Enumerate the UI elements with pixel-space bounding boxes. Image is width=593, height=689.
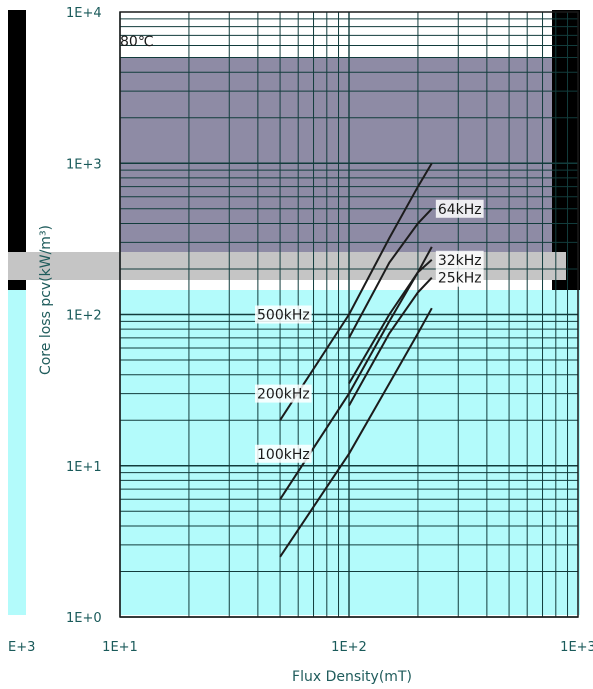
y-tick-label: 1E+4	[66, 6, 102, 21]
curve-labels: 25kHz 32kHz 64kHz 100kHz 200kHz 500kHz	[255, 199, 484, 463]
curve-label-bg	[255, 384, 312, 403]
curve-64khz	[348, 208, 433, 339]
curve-label-500khz: 500kHz	[257, 308, 310, 324]
curve-200khz	[279, 246, 433, 500]
curve-25khz	[348, 277, 433, 407]
curve-label-bg	[435, 250, 484, 269]
curve-label-25khz: 25kHz	[438, 271, 482, 287]
y-tick-label: 1E+0	[66, 611, 102, 626]
plot-band-purple	[120, 57, 552, 252]
y-tick-label: 1E+3	[66, 157, 102, 172]
curve-label-bg	[255, 444, 312, 463]
curve-label-bg	[435, 199, 484, 218]
curves	[279, 162, 433, 558]
curve-label-bg	[255, 305, 312, 324]
x-axis-title: Flux Density(mT)	[292, 669, 412, 685]
left-cyan-strip	[8, 290, 26, 615]
curve-label-32khz: 32kHz	[438, 253, 482, 269]
curve-100khz	[279, 307, 433, 558]
temperature-label: 80℃	[120, 34, 154, 50]
x-tick-label: 1E+3	[560, 640, 593, 655]
curve-500khz	[279, 162, 433, 421]
y-axis-title: Core loss pcv(kW/m³)	[38, 225, 54, 375]
curve-label-64khz: 64kHz	[438, 202, 482, 218]
right-dark-strip	[552, 10, 580, 290]
curve-label-200khz: 200kHz	[257, 387, 310, 403]
curve-label-bg	[435, 268, 484, 287]
curve-32khz	[348, 259, 433, 385]
plot-frame	[119, 11, 579, 618]
tick-labels: 1E+1 1E+2 1E+31E+01E+11E+21E+31E+4	[66, 6, 593, 655]
left-edge-tick-label: E+3	[8, 640, 35, 655]
x-tick-label: 1E+1	[102, 640, 138, 655]
x-tick-label: 1E+2	[331, 640, 367, 655]
y-tick-label: 1E+1	[66, 460, 102, 475]
y-tick-label: 1E+2	[66, 309, 102, 324]
curve-label-100khz: 100kHz	[257, 447, 310, 463]
